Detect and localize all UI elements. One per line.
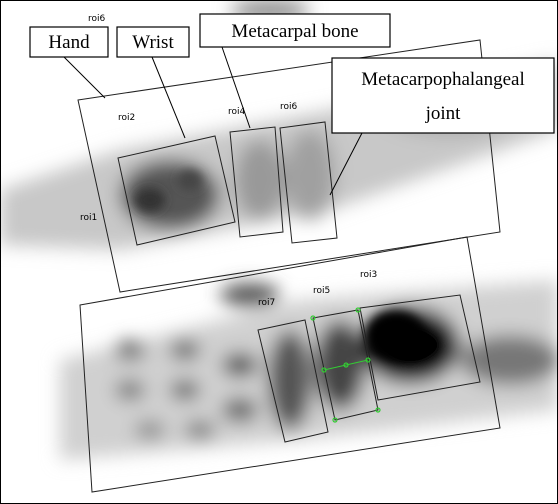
roi-label: roi3	[360, 270, 377, 280]
roi-label: roi1	[80, 213, 97, 223]
callout-label: Wrist	[132, 32, 174, 53]
scan-figure: roi6 roi2 roi4 roi6 roi1 roi3 roi5 roi7 …	[0, 0, 558, 504]
roi-label: roi2	[118, 113, 135, 123]
callout-label: Metacarpophalangeal	[361, 69, 525, 90]
roi-label: roi6	[280, 102, 298, 112]
roi-label: roi6	[88, 14, 106, 24]
callout-label: Metacarpal bone	[231, 21, 358, 42]
callout-label: Hand	[48, 32, 90, 53]
roi-label: roi7	[258, 298, 275, 308]
callout-label: joint	[425, 103, 462, 124]
roi-label: roi5	[313, 286, 330, 296]
